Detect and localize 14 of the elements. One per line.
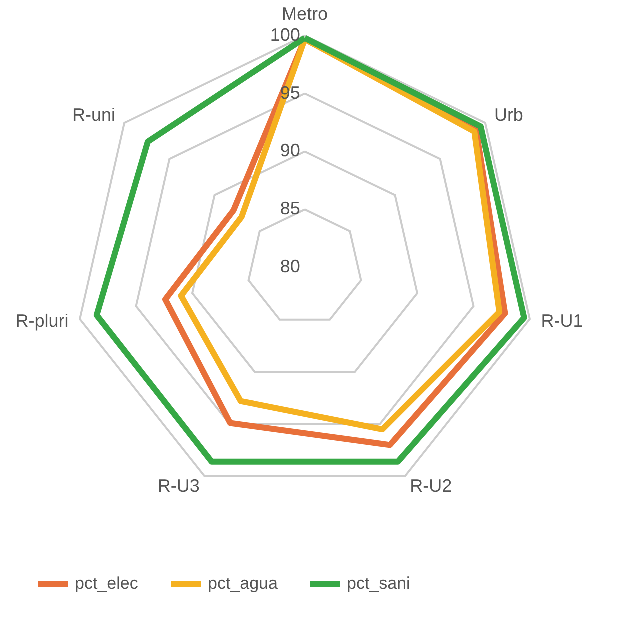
y-tick-label: 80 [280, 256, 300, 277]
y-tick-label: 100 [270, 24, 300, 45]
y-tick-label: 90 [280, 140, 300, 161]
spoke-label: R-U3 [158, 476, 200, 496]
legend-label: pct_sani [347, 574, 410, 593]
y-tick-label: 85 [280, 198, 300, 219]
legend-label: pct_agua [208, 574, 278, 593]
spoke-label: R-U2 [410, 476, 452, 496]
spoke-label: R-uni [72, 104, 116, 125]
legend-label: pct_elec [75, 574, 139, 593]
spoke-label: Urb [494, 104, 524, 125]
spoke-label: R-pluri [16, 310, 69, 331]
spoke-label: R-U1 [541, 310, 584, 331]
spoke-label: Metro [282, 4, 328, 24]
